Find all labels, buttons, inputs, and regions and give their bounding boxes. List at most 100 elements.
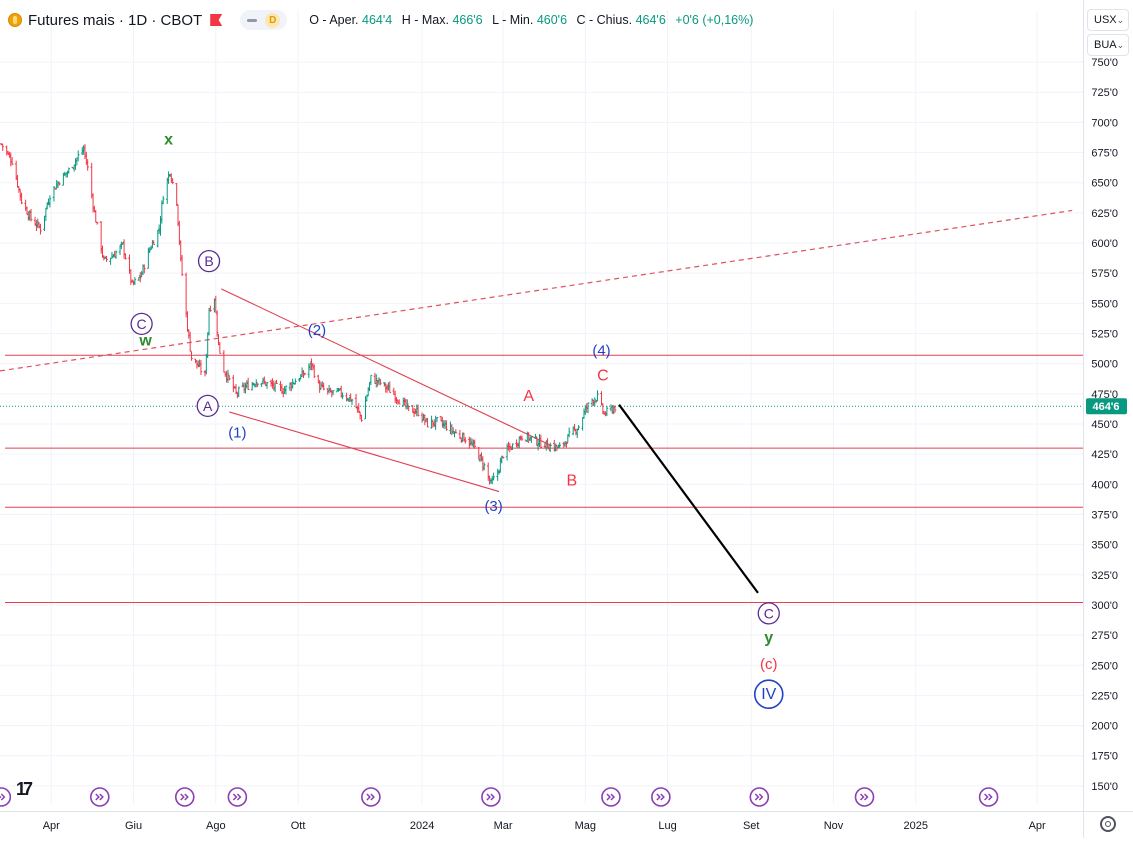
currency-label: USX <box>1094 14 1117 26</box>
time-tick-label: Ago <box>206 820 226 832</box>
wave-label: IV <box>761 686 776 703</box>
replay-icon <box>984 793 993 801</box>
replay-icon <box>754 793 764 801</box>
candles <box>0 143 617 485</box>
ohlc-high-key: H - Max. <box>401 13 449 27</box>
wave-label: C <box>597 368 609 385</box>
replay-icon <box>656 793 665 801</box>
time-tick-label: Apr <box>43 820 60 832</box>
trend-lines <box>0 209 1073 594</box>
wave-label: (c) <box>760 656 778 673</box>
status-pill[interactable]: D <box>240 10 288 30</box>
time-tick-label: 2024 <box>410 820 434 832</box>
dash-icon <box>247 18 258 22</box>
unit-label: BUA <box>1094 39 1117 51</box>
replay-icon <box>606 793 616 801</box>
price-tick-label: 750'0 <box>1091 57 1118 69</box>
replay-icon <box>232 793 242 801</box>
time-axis: Apr Giu Ago Ott 2024 Mar Mag Lug Set Nov 2025 Apr <box>0 811 1133 832</box>
price-tick-label: 200'0 <box>1091 721 1118 733</box>
wave-label: y <box>764 630 773 647</box>
settings-gear-icon[interactable] <box>1100 816 1116 832</box>
time-tick-label: Lug <box>658 820 676 832</box>
wave-label: C <box>764 605 774 621</box>
ohlc-high-value: 466'6 <box>452 13 483 27</box>
corn-coin-icon <box>8 13 22 27</box>
wave-label-circle <box>197 249 221 273</box>
price-tick-label: 250'0 <box>1091 660 1118 672</box>
wave-label: (3) <box>484 498 502 515</box>
price-tick-label: 625'0 <box>1091 208 1118 220</box>
price-tick-label: 350'0 <box>1091 540 1118 552</box>
wave-label: A <box>523 388 534 405</box>
replay-icon <box>0 793 6 801</box>
time-tick-label: Ott <box>291 820 306 832</box>
price-tick-label: 275'0 <box>1091 630 1118 642</box>
ohlc-open-value: 464'4 <box>362 13 393 27</box>
time-tick-label: Giu <box>125 820 142 832</box>
price-tick-label: 725'0 <box>1091 87 1118 99</box>
price-tick-label: 700'0 <box>1091 117 1118 129</box>
time-tick-label: 2025 <box>904 820 928 832</box>
replay-icon <box>95 793 104 801</box>
replay-icon <box>859 793 869 801</box>
currency-select[interactable]: USX ⌄ <box>1087 9 1129 31</box>
chevron-down-icon: ⌄ <box>1116 14 1125 25</box>
price-tick-label: 650'0 <box>1091 178 1118 190</box>
symbol-header: Futures mais · 1D · CBOT D O - Aper. 464… <box>8 8 753 32</box>
price-tick-label: 300'0 <box>1091 600 1118 612</box>
price-tick-label: 425'0 <box>1091 449 1118 461</box>
time-tick-label: Mag <box>575 820 596 832</box>
ohlc-change-value: +0'6 (+0,16%) <box>675 13 754 27</box>
time-tick-label: Nov <box>824 820 844 832</box>
channel-trend-line <box>229 411 500 493</box>
wave-label: A <box>203 398 213 414</box>
wave-label: (1) <box>228 424 246 441</box>
dashed-trend-line <box>0 209 1073 372</box>
channel-trend-line <box>220 288 552 447</box>
replay-icon <box>180 793 189 801</box>
ohlc-close-key: C - Chius. <box>576 13 633 27</box>
price-tick-label: 400'0 <box>1091 479 1118 491</box>
price-tick-label: 525'0 <box>1091 329 1118 341</box>
time-tick-label: Set <box>743 820 760 832</box>
replay-icon <box>366 793 375 801</box>
price-tick-label: 325'0 <box>1091 570 1118 582</box>
time-tick-label: Apr <box>1029 820 1046 832</box>
price-tick-label: 375'0 <box>1091 509 1118 521</box>
price-tick-label: 575'0 <box>1091 268 1118 280</box>
wave-label-circle <box>130 312 153 336</box>
ohlc-close-value: 464'6 <box>635 13 666 27</box>
ohlc-open-key: O - Aper. <box>309 13 359 27</box>
data-delay-badge: D <box>265 12 281 28</box>
tradingview-logo-icon[interactable]: 17 <box>16 779 33 799</box>
price-tick-label: 150'0 <box>1091 781 1118 793</box>
unit-select[interactable]: BUA ⌄ <box>1087 34 1129 56</box>
chevron-down-icon: ⌄ <box>1116 39 1125 50</box>
time-tick-label: Mar <box>494 820 513 832</box>
symbol-title[interactable]: Futures mais · 1D · CBOT <box>28 11 203 29</box>
price-tick-label: 475'0 <box>1091 389 1118 401</box>
wave-label: B <box>204 253 213 269</box>
wave-label-circle <box>753 679 784 710</box>
wave-label: x <box>164 131 173 148</box>
support-resistance-lines <box>5 354 1083 604</box>
ohlc-low-key: L - Min. <box>492 13 534 27</box>
price-tick-label: 675'0 <box>1091 148 1118 160</box>
wave-label: B <box>567 473 578 490</box>
last-price-badge <box>1086 398 1127 415</box>
wave-label: w <box>138 333 152 350</box>
projection-line <box>618 404 759 594</box>
flag-icon[interactable] <box>210 14 223 26</box>
ohlc-values: O - Aper. 464'4 H - Max. 466'6 L - Min. … <box>309 13 753 27</box>
wave-label: (2) <box>308 322 326 339</box>
price-tick-label: 550'0 <box>1091 298 1118 310</box>
wave-label: C <box>137 316 147 332</box>
price-tick-label: 225'0 <box>1091 690 1118 702</box>
wave-label-circle <box>196 394 219 418</box>
ohlc-low-value: 460'6 <box>536 13 568 27</box>
